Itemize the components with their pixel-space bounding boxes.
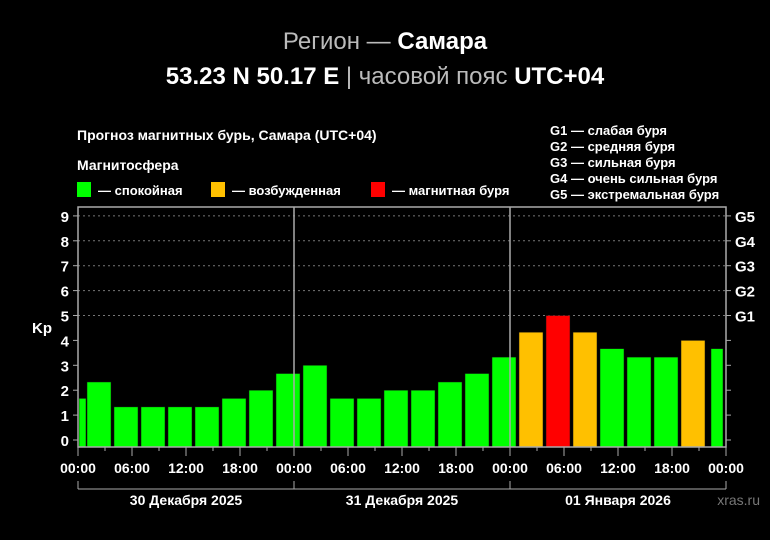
y-tick-label: 3 (61, 358, 69, 375)
timezone-label: часовой пояс (358, 63, 508, 90)
kp-bar (302, 365, 328, 448)
watermark: xras.ru (717, 492, 760, 508)
y-tick-label: 7 (61, 259, 69, 276)
kp-bar (491, 356, 517, 448)
x-tick-label: 06:00 (114, 460, 150, 476)
kp-bar (410, 389, 436, 448)
kp-bar (113, 406, 139, 448)
legend-swatch (211, 182, 225, 197)
g-tick-label: G1 (735, 309, 755, 326)
legend-swatch (77, 182, 91, 197)
kp-bar (572, 331, 598, 448)
kp-bar (437, 381, 463, 448)
x-tick-label: 00:00 (276, 460, 312, 476)
kp-bar (167, 406, 193, 448)
legend-swatch (371, 182, 385, 197)
y-tick-label: 1 (61, 408, 69, 425)
kp-bar (78, 398, 87, 448)
x-tick-label: 12:00 (384, 460, 420, 476)
x-tick-label: 06:00 (330, 460, 366, 476)
g-tick-label: G5 (735, 209, 755, 226)
y-tick-label: 9 (61, 209, 69, 226)
timezone-value: UTC+04 (514, 63, 605, 90)
g-legend-item: G2 — средняя буря (550, 139, 675, 154)
g-tick-label: G4 (735, 234, 756, 251)
g-legend-item: G3 — сильная буря (550, 155, 676, 170)
y-tick-label: 8 (61, 234, 69, 251)
kp-bar (356, 398, 382, 448)
kp-bar (194, 406, 220, 448)
x-tick-label: 00:00 (492, 460, 528, 476)
g-legend-item: G4 — очень сильная буря (550, 171, 717, 186)
kp-bar (545, 315, 571, 448)
legend-title: Магнитосфера (77, 157, 179, 173)
kp-bar (248, 389, 274, 448)
separator: | (345, 63, 353, 90)
x-tick-label: 18:00 (438, 460, 474, 476)
region-label: Регион — (282, 28, 391, 55)
y-tick-label: 2 (61, 383, 69, 400)
region-name: Самара (397, 28, 488, 55)
x-tick-label: 12:00 (600, 460, 636, 476)
x-tick-label: 18:00 (654, 460, 690, 476)
y-tick-label: 5 (61, 309, 69, 326)
coordinates: 53.23 N 50.17 E (165, 63, 340, 90)
g-legend-item: G5 — экстремальная буря (550, 187, 719, 202)
kp-bar (329, 398, 355, 448)
x-tick-label: 00:00 (60, 460, 96, 476)
kp-bar (680, 340, 706, 448)
kp-bar (626, 356, 652, 448)
g-tick-label: G2 (735, 284, 755, 301)
kp-bar (599, 348, 625, 448)
g-legend-item: G1 — слабая буря (550, 123, 667, 138)
kp-bar (653, 356, 679, 448)
kp-bar (86, 381, 112, 448)
y-tick-label: 6 (61, 284, 69, 301)
kp-bar (464, 373, 490, 448)
y-tick-label: 0 (61, 433, 69, 450)
chart-title: Прогноз магнитных бурь, Самара (UTC+04) (77, 127, 377, 143)
region-heading: Регион — Самара (0, 28, 770, 56)
location-heading: 53.23 N 50.17 E | часовой пояс UTC+04 (0, 63, 770, 91)
g-tick-label: G3 (735, 259, 755, 276)
x-tick-label: 06:00 (546, 460, 582, 476)
kp-bar (140, 406, 166, 448)
kp-bar (275, 373, 301, 448)
legend-label: — магнитная буря (392, 183, 509, 198)
kp-bar (710, 348, 724, 448)
kp-bar (383, 389, 409, 448)
legend-label: — возбужденная (232, 183, 341, 198)
x-tick-label: 12:00 (168, 460, 204, 476)
day-label: 30 Декабря 2025 (130, 492, 243, 508)
x-tick-label: 18:00 (222, 460, 258, 476)
day-label: 01 Января 2026 (565, 492, 671, 508)
legend-label: — спокойная (98, 183, 183, 198)
kp-bar (518, 331, 544, 448)
x-tick-label: 00:00 (708, 460, 744, 476)
y-axis-label: Kp (32, 320, 52, 337)
y-tick-label: 4 (61, 333, 70, 350)
day-label: 31 Декабря 2025 (346, 492, 459, 508)
kp-bar (221, 398, 247, 448)
